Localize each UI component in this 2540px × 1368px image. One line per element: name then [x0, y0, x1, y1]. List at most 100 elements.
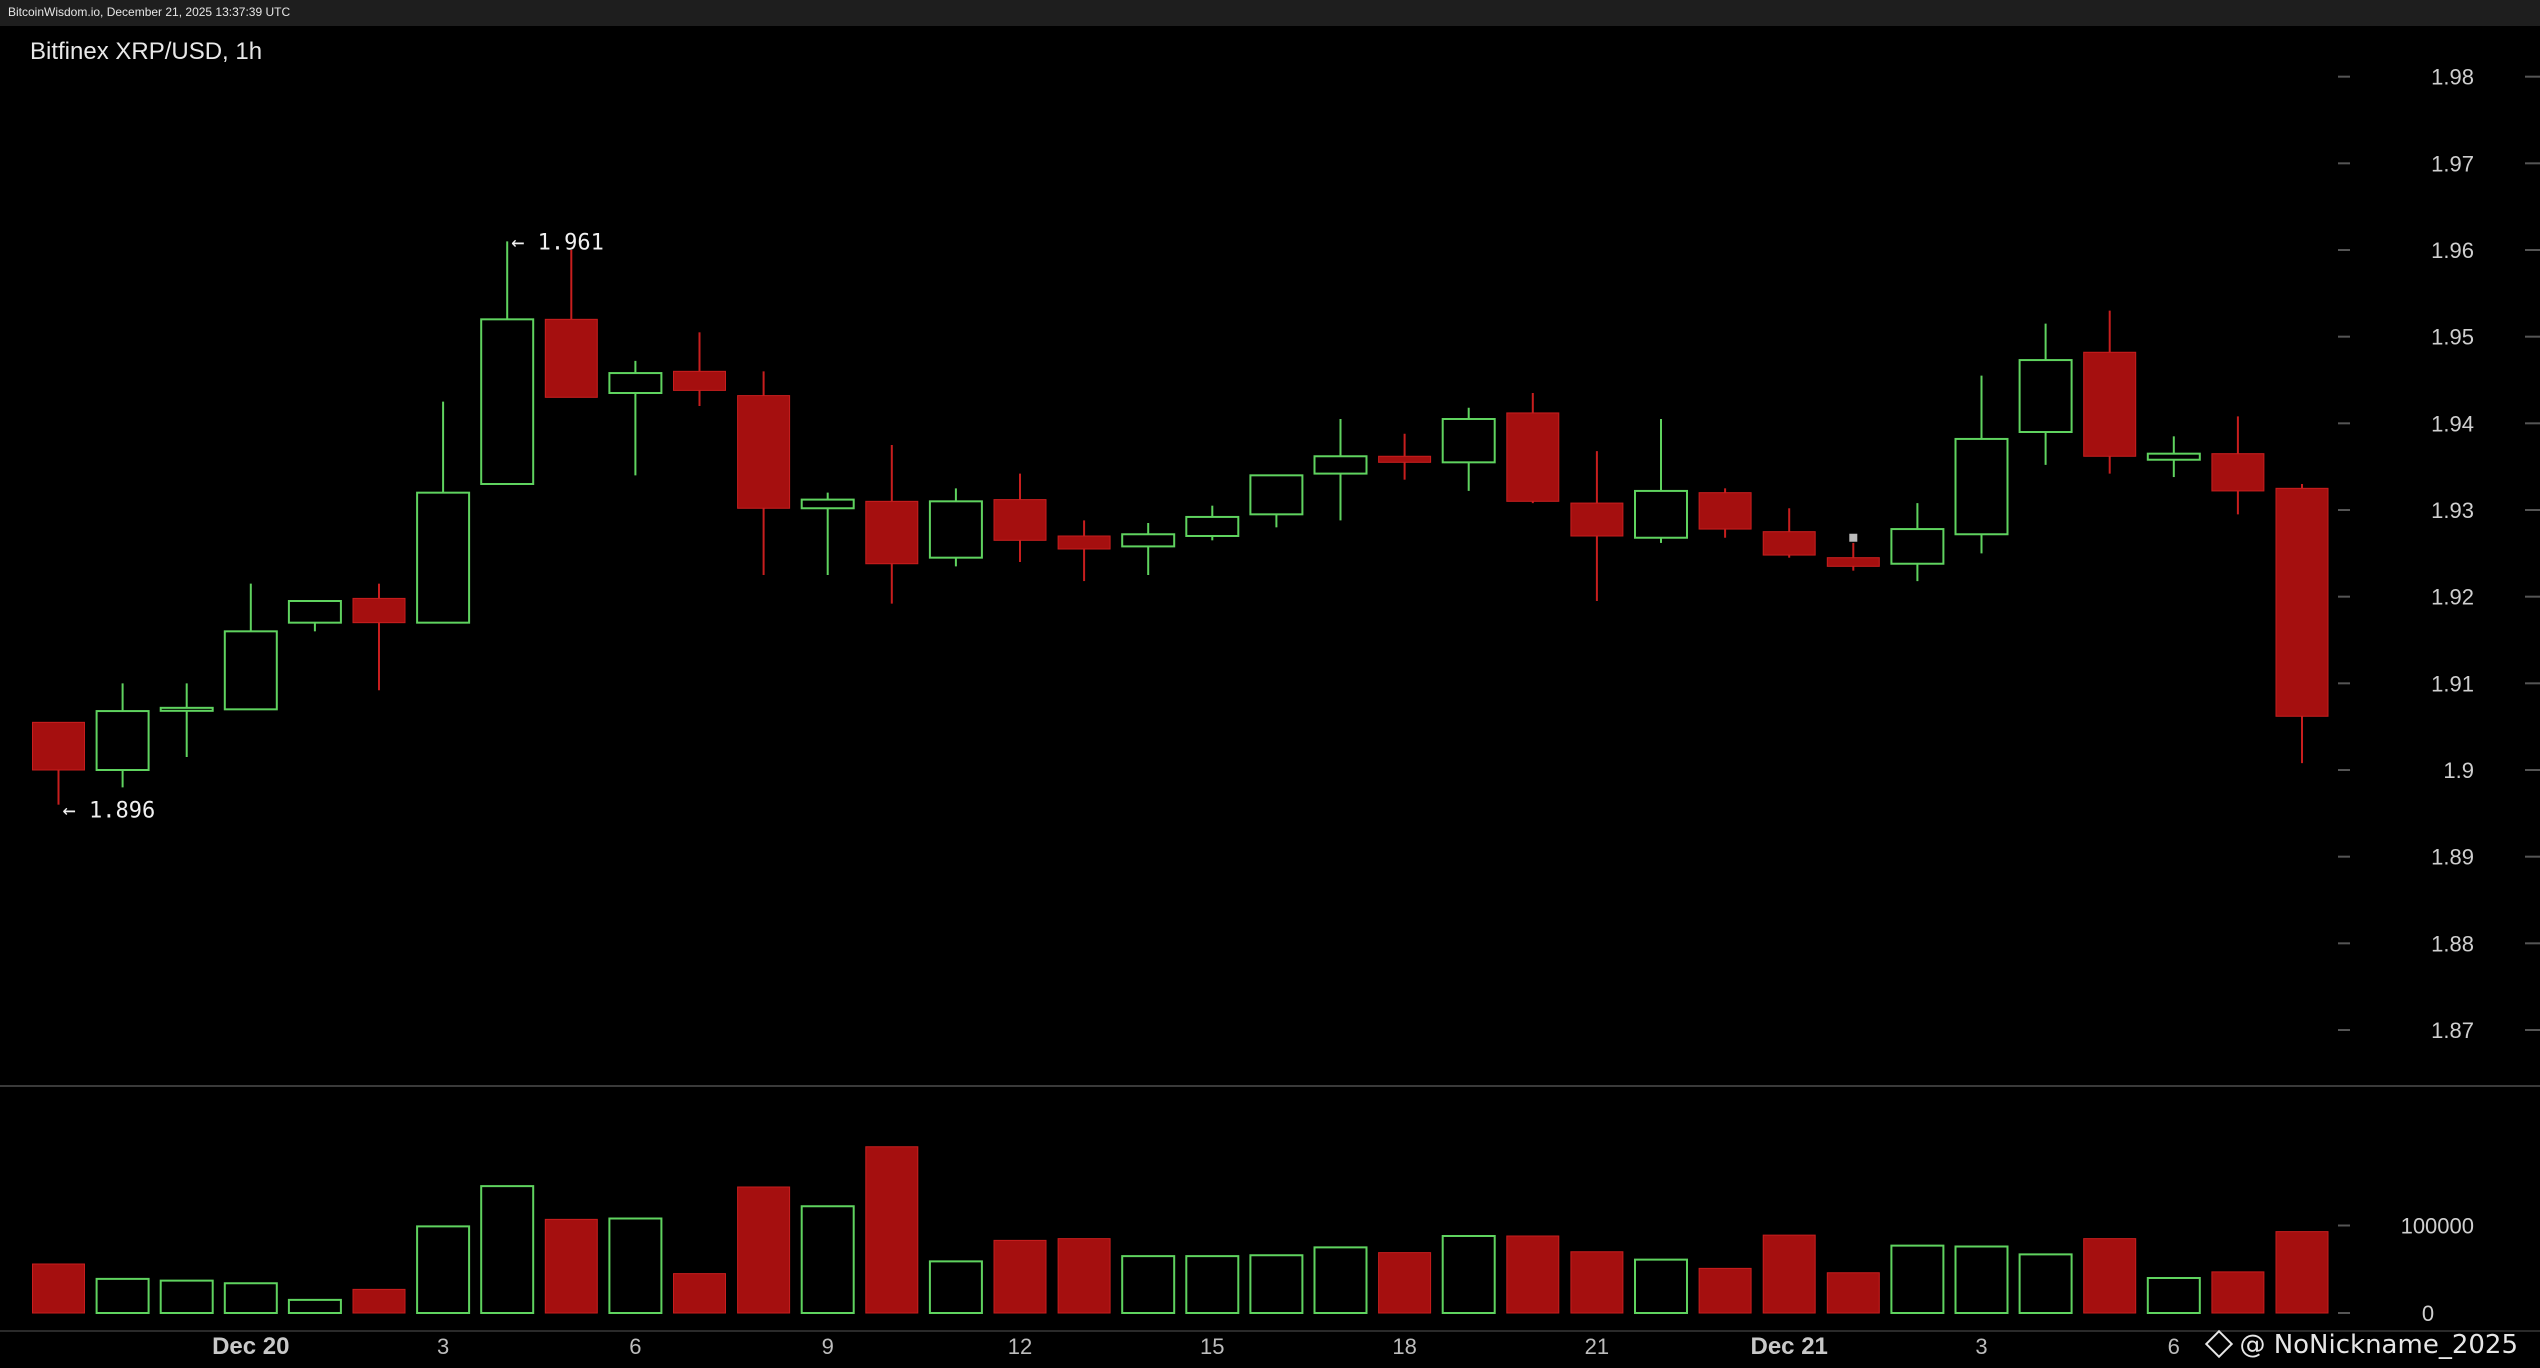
candle[interactable] — [1826, 542, 1880, 571]
candle[interactable] — [2211, 416, 2265, 515]
volume-bar[interactable] — [608, 1217, 663, 1314]
candle[interactable] — [1057, 520, 1111, 582]
candle[interactable] — [1570, 451, 1624, 601]
volume-bar[interactable] — [928, 1260, 983, 1314]
volume-bar[interactable] — [993, 1239, 1047, 1314]
candle-body — [993, 499, 1047, 541]
candle-body — [352, 597, 406, 624]
candle-body — [159, 706, 214, 712]
candle-body — [1057, 535, 1111, 550]
candle[interactable] — [1762, 508, 1816, 558]
time-tick-label: 9 — [822, 1334, 834, 1359]
volume-bar[interactable] — [1890, 1244, 1945, 1314]
candle[interactable] — [1249, 474, 1304, 528]
volume-bar[interactable] — [673, 1273, 726, 1314]
candle[interactable] — [673, 332, 726, 406]
volume-bar[interactable] — [1249, 1254, 1304, 1314]
volume-bar[interactable] — [800, 1205, 855, 1314]
candle[interactable] — [2018, 323, 2073, 465]
candle-body — [1441, 418, 1496, 464]
candle[interactable] — [1634, 419, 1688, 543]
candle-body — [1826, 557, 1880, 567]
volume-bar[interactable] — [1570, 1251, 1624, 1314]
volume-bar[interactable] — [1698, 1267, 1752, 1314]
volume-bar[interactable] — [865, 1146, 919, 1314]
candle[interactable] — [1698, 488, 1752, 538]
candle[interactable] — [1378, 433, 1432, 480]
candle-body — [1185, 515, 1240, 537]
volume-bar[interactable] — [32, 1263, 85, 1314]
volume-bar[interactable] — [159, 1279, 214, 1314]
candle[interactable] — [1121, 523, 1176, 575]
volume-bar[interactable] — [1762, 1234, 1816, 1314]
volume-bar[interactable] — [352, 1288, 406, 1314]
candle[interactable] — [159, 683, 214, 757]
volume-axis: 100000 0 — [2338, 1214, 2474, 1326]
volume-bar[interactable] — [2211, 1271, 2265, 1314]
volume-bar[interactable] — [1954, 1245, 2009, 1314]
candle[interactable] — [608, 360, 663, 476]
candle[interactable] — [865, 445, 919, 604]
candle[interactable] — [2146, 436, 2201, 478]
candle[interactable] — [737, 371, 791, 575]
price-tick-label: 1.88 — [2431, 931, 2474, 956]
candle[interactable] — [1954, 375, 2009, 554]
volume-bar[interactable] — [287, 1298, 342, 1314]
candle[interactable] — [993, 473, 1047, 562]
price-tick-label: 1.92 — [2431, 585, 2474, 610]
candle-body — [1121, 533, 1176, 548]
volume-bar[interactable] — [223, 1282, 278, 1314]
volume-bar[interactable] — [480, 1185, 535, 1314]
volume-bar[interactable] — [2275, 1231, 2329, 1314]
candle[interactable] — [1506, 393, 1560, 504]
volume-bar[interactable] — [2083, 1238, 2137, 1314]
price-tick-label: 1.94 — [2431, 411, 2474, 436]
volume-bar[interactable] — [2018, 1253, 2073, 1314]
candle[interactable] — [800, 492, 855, 575]
price-tick-label: 1.95 — [2431, 325, 2474, 350]
candle-body — [480, 318, 535, 486]
candle-body — [1634, 489, 1688, 539]
candle[interactable] — [1890, 503, 1945, 582]
volume-bar[interactable] — [737, 1186, 791, 1314]
candle[interactable] — [352, 583, 406, 691]
candle-body — [2018, 359, 2073, 434]
volume-bar[interactable] — [1185, 1255, 1240, 1314]
volume-bar[interactable] — [1378, 1252, 1432, 1314]
time-tick-label: 18 — [1392, 1334, 1416, 1359]
price-tick-label: 1.89 — [2431, 845, 2474, 870]
candle-body — [1249, 474, 1304, 516]
binance-diamond-icon — [2205, 1329, 2234, 1359]
volume-bar[interactable] — [2146, 1277, 2201, 1314]
volume-bar[interactable] — [416, 1225, 471, 1314]
time-tick-label: 6 — [629, 1334, 641, 1359]
volume-bar[interactable] — [1313, 1246, 1368, 1314]
candle[interactable] — [223, 583, 278, 711]
candlestick-chart[interactable]: 1.98 1.97 1.96 1.95 1.94 1.93 1.92 1.91 1.9 1.89 1… — [0, 26, 2540, 1368]
volume-bar[interactable] — [95, 1277, 150, 1314]
candle[interactable] — [2083, 310, 2137, 474]
candle[interactable] — [1313, 419, 1368, 521]
candle[interactable] — [480, 241, 535, 486]
volume-bar[interactable] — [1121, 1255, 1176, 1314]
candle[interactable] — [287, 600, 342, 632]
price-tick-label: 1.98 — [2431, 65, 2474, 90]
candle[interactable] — [1441, 407, 1496, 491]
volume-bar[interactable] — [1826, 1272, 1880, 1314]
candle[interactable] — [1185, 505, 1240, 541]
volume-bar[interactable] — [1057, 1238, 1111, 1314]
candle[interactable] — [95, 683, 150, 788]
volume-bar[interactable] — [1441, 1235, 1496, 1314]
volume-bar[interactable] — [544, 1218, 598, 1314]
candle[interactable] — [2275, 484, 2329, 764]
header-text: BitcoinWisdom.io, December 21, 2025 13:3… — [8, 5, 291, 19]
candle-body — [1570, 502, 1624, 537]
candle[interactable] — [32, 721, 85, 805]
candle[interactable] — [416, 401, 471, 624]
volume-bar[interactable] — [1634, 1258, 1688, 1314]
candle-body — [1762, 531, 1816, 556]
volume-bar[interactable] — [1506, 1235, 1560, 1314]
candles-layer — [32, 241, 2329, 805]
candle[interactable] — [928, 488, 983, 567]
candle[interactable] — [544, 250, 598, 398]
